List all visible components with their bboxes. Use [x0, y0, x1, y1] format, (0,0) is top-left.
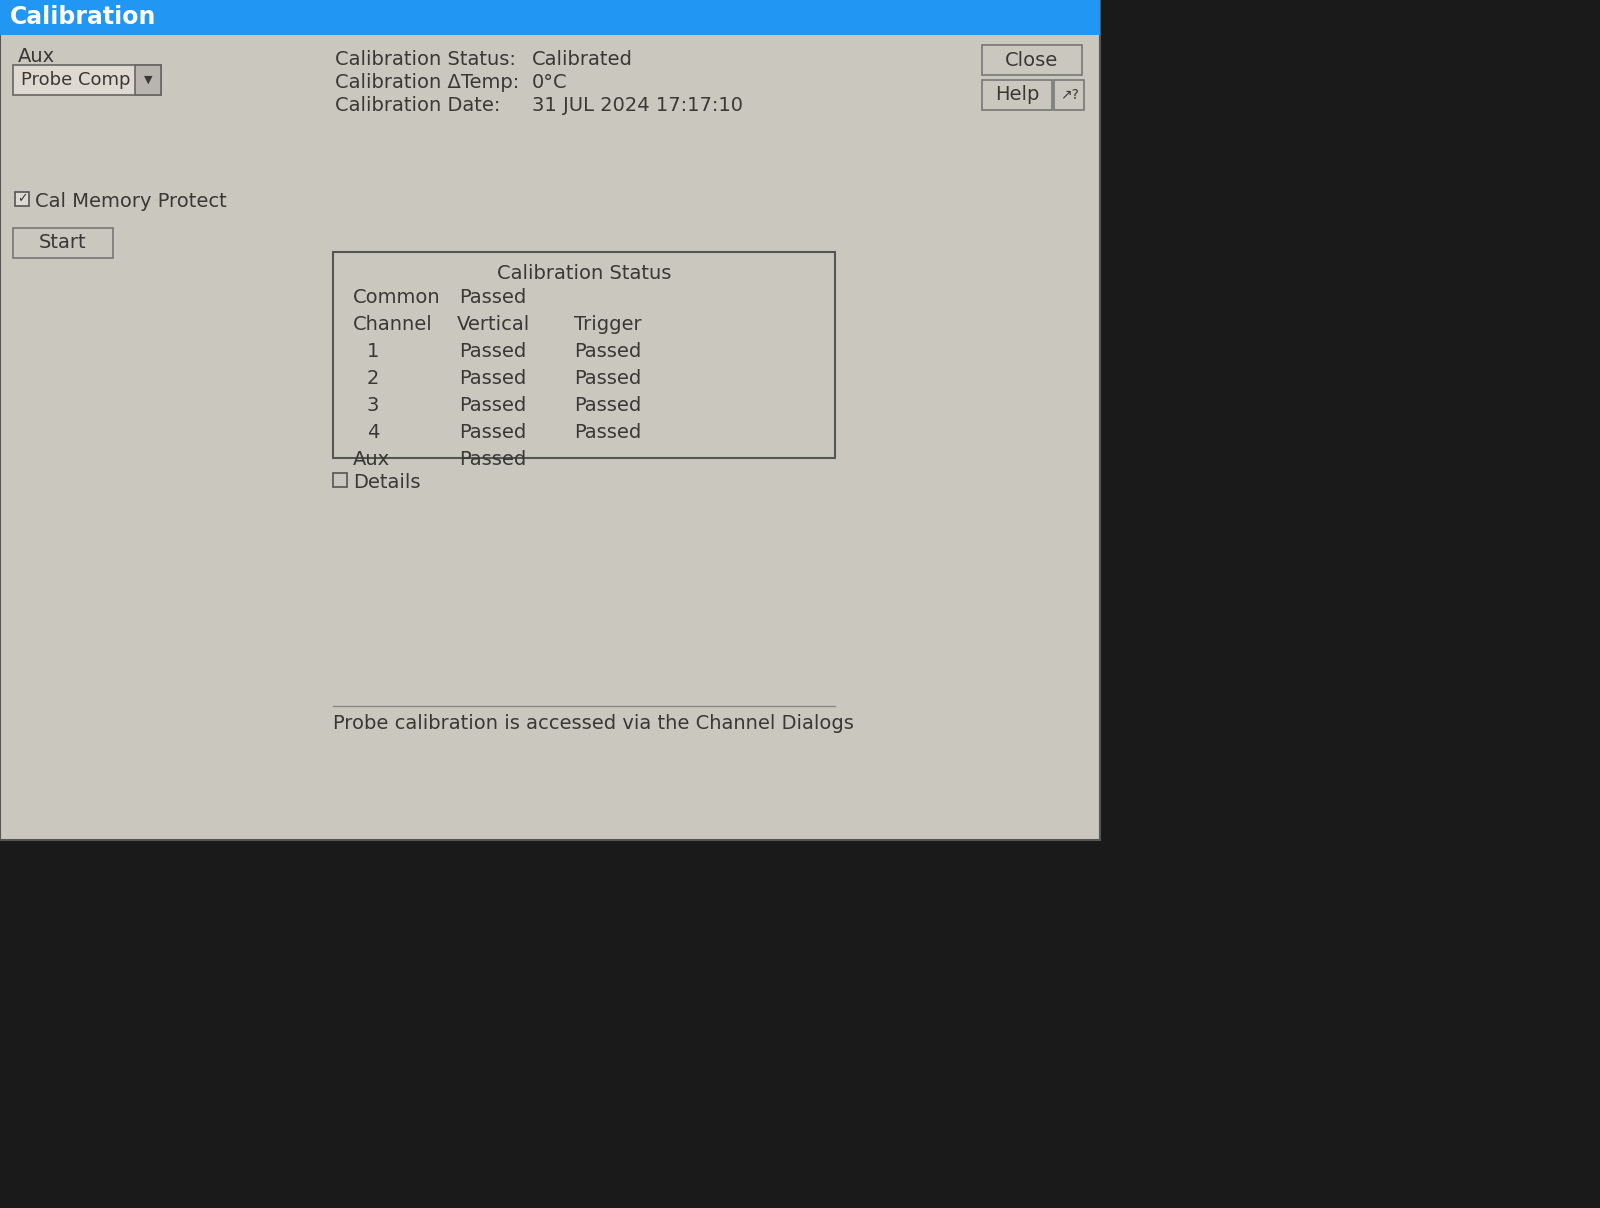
- Text: Calibration Status: Calibration Status: [498, 265, 670, 283]
- Text: Calibrated: Calibrated: [531, 50, 634, 69]
- Text: Channel: Channel: [354, 315, 432, 333]
- Bar: [982, 45, 1082, 75]
- Bar: [333, 474, 347, 487]
- Bar: [333, 252, 835, 458]
- Text: 0°C: 0°C: [531, 72, 568, 92]
- Text: Common: Common: [354, 288, 440, 307]
- Text: Passed: Passed: [574, 368, 642, 388]
- Text: 1: 1: [366, 342, 379, 361]
- Text: ▼: ▼: [144, 75, 152, 85]
- Text: Passed: Passed: [459, 396, 526, 416]
- Text: 3: 3: [366, 396, 379, 416]
- Text: Start: Start: [38, 233, 86, 252]
- Text: Calibration: Calibration: [10, 6, 157, 29]
- Text: Passed: Passed: [459, 368, 526, 388]
- Text: Calibration Date:: Calibration Date:: [334, 95, 501, 115]
- Bar: [0, 0, 1101, 35]
- Bar: [0, 0, 1101, 840]
- Text: 4: 4: [366, 423, 379, 442]
- Text: Aux: Aux: [18, 47, 54, 66]
- Bar: [134, 65, 162, 95]
- Text: Close: Close: [1005, 51, 1059, 70]
- Text: Passed: Passed: [459, 423, 526, 442]
- Bar: [13, 228, 114, 259]
- Text: Passed: Passed: [459, 288, 526, 307]
- Text: Details: Details: [354, 474, 421, 492]
- Text: Cal Memory Protect: Cal Memory Protect: [35, 192, 227, 211]
- Bar: [13, 65, 162, 95]
- Text: Vertical: Vertical: [456, 315, 530, 333]
- Text: Probe Comp: Probe Comp: [21, 71, 131, 89]
- Bar: [14, 192, 29, 207]
- Text: Passed: Passed: [574, 423, 642, 442]
- Text: Passed: Passed: [459, 342, 526, 361]
- Text: Passed: Passed: [574, 396, 642, 416]
- Text: Trigger: Trigger: [574, 315, 642, 333]
- Bar: [982, 80, 1053, 110]
- Bar: [1054, 80, 1085, 110]
- Text: ✓: ✓: [16, 192, 27, 205]
- Text: Calibration Status:: Calibration Status:: [334, 50, 515, 69]
- Text: Passed: Passed: [459, 451, 526, 469]
- Text: Passed: Passed: [574, 342, 642, 361]
- Text: 2: 2: [366, 368, 379, 388]
- Text: Help: Help: [995, 86, 1038, 105]
- Text: Aux: Aux: [354, 451, 390, 469]
- Text: Probe calibration is accessed via the Channel Dialogs: Probe calibration is accessed via the Ch…: [333, 714, 854, 733]
- Text: 31 JUL 2024 17:17:10: 31 JUL 2024 17:17:10: [531, 95, 742, 115]
- Text: ↗?: ↗?: [1059, 88, 1078, 101]
- Text: Calibration ΔTemp:: Calibration ΔTemp:: [334, 72, 520, 92]
